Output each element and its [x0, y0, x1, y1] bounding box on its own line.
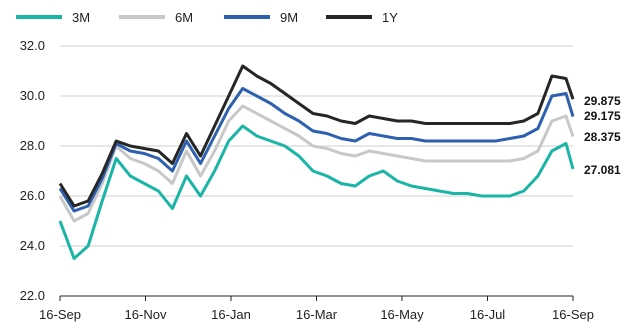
x-tick-label: 16-Mar: [296, 307, 338, 322]
y-tick-label: 26.0: [20, 188, 45, 203]
series-line-9m: [58, 87, 575, 213]
y-tick-label: 30.0: [20, 88, 45, 103]
end-value-label: 28.375: [584, 130, 621, 144]
y-tick-label: 22.0: [20, 288, 45, 303]
y-tick-label: 28.0: [20, 138, 45, 153]
series-lines: [58, 64, 575, 260]
chart-legend: 3M 6M 9M 1Y: [16, 10, 398, 25]
legend-label: 9M: [280, 10, 298, 25]
x-tick-label: 16-Sep: [552, 307, 594, 322]
x-axis: 16-Sep 16-Nov 16-Jan 16-Mar 16-May 16-Jul 16-S…: [39, 295, 594, 322]
y-axis: 22.0 24.0 26.0 28.0 30.0 32.0: [20, 38, 45, 303]
y-tick-label: 32.0: [20, 38, 45, 53]
legend-label: 3M: [72, 10, 90, 25]
legend-label: 6M: [175, 10, 193, 25]
end-value-label: 29.175: [584, 109, 621, 123]
series-line-1y: [58, 64, 575, 208]
y-tick-label: 24.0: [20, 238, 45, 253]
x-tick-label: 16-Jul: [470, 307, 506, 322]
x-tick-label: 16-Sep: [39, 307, 81, 322]
x-tick-label: 16-Nov: [125, 307, 167, 322]
end-value-label: 27.081: [584, 163, 621, 177]
x-tick-label: 16-Jan: [211, 307, 251, 322]
x-tick-label: 16-May: [380, 307, 424, 322]
legend-label: 1Y: [382, 10, 398, 25]
series-line-6m: [58, 104, 575, 223]
series-line-3m: [58, 124, 575, 260]
end-value-label: 29.875: [584, 94, 621, 108]
